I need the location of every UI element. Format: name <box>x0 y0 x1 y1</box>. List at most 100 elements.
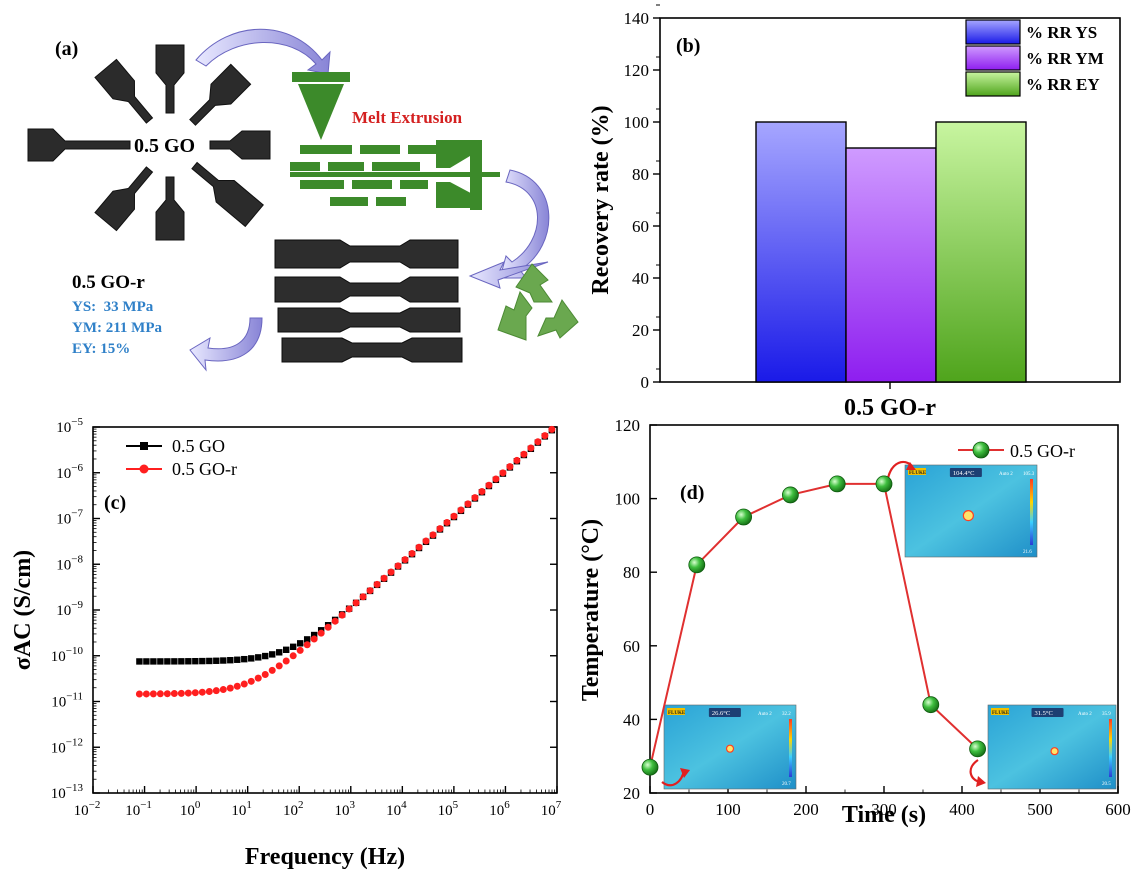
y-tick-label: 10−9 <box>56 599 83 619</box>
point-0-5-go-r <box>282 657 290 665</box>
y-tick-label: 10−6 <box>56 462 83 482</box>
point-0-5-go <box>150 658 157 665</box>
temp-readout: 26.6°C <box>712 710 730 717</box>
scale-max: 32.2 <box>782 712 791 717</box>
camera-mode: Auto 2 <box>1078 712 1092 717</box>
point-0-5-go-r <box>541 432 549 440</box>
color-scale <box>789 719 792 777</box>
arrowhead-icon <box>976 776 986 787</box>
temp-readout: 104.4°C <box>953 470 975 477</box>
legend-marker <box>140 442 148 450</box>
panel-a-schematic: (a) 0.5 GO <box>27 28 579 372</box>
hot-spot <box>1050 747 1059 756</box>
data-point <box>688 556 706 574</box>
curved-arrow-icon <box>195 28 331 75</box>
point-0-5-go <box>269 651 276 658</box>
point-0-5-go <box>276 649 283 656</box>
point-0-5-go-r <box>198 688 206 696</box>
thermal-insets: FLUKE 26.6°C Auto 2 32.2 20.7 FLUKE 104.4°C Aut… <box>661 460 1117 790</box>
point-0-5-go-r <box>359 593 367 601</box>
recycled-strip <box>281 337 463 363</box>
x-tick-label: 200 <box>793 800 819 819</box>
point-0-5-go-r <box>380 574 388 582</box>
point-0-5-go <box>296 640 304 647</box>
y-tick-label: 40 <box>632 269 649 288</box>
x-tick-label: 100 <box>715 800 741 819</box>
y-axis-label: Temperature (°C) <box>578 519 604 701</box>
camera-mode: Auto 2 <box>758 712 772 717</box>
bar-rr-ym <box>845 147 937 383</box>
point-0-5-go <box>213 657 220 664</box>
point-0-5-go-r <box>499 469 507 477</box>
recycled-title: 0.5 GO-r <box>72 272 145 293</box>
temp-readout-box <box>1031 708 1064 717</box>
y-axis: 0 20 40 60 80 100 120 140 <box>624 4 660 392</box>
point-0-5-go <box>199 657 206 665</box>
x-tick-label: 107 <box>541 799 562 819</box>
point-0-5-go-r <box>548 425 556 433</box>
point-0-5-go-r <box>401 556 409 564</box>
recycled-strip <box>274 276 459 303</box>
point-0-5-go-r <box>464 500 472 508</box>
x-tick-label: 106 <box>489 799 510 819</box>
color-scale <box>1030 479 1033 545</box>
prop-ym: YM: 211 MPa <box>72 320 162 336</box>
specimen-star <box>27 44 271 241</box>
thermal-image <box>987 704 1117 790</box>
y-tick-label: 60 <box>632 217 649 236</box>
x-tick-label: 0 <box>646 800 655 819</box>
series <box>641 475 986 776</box>
data-point <box>782 486 799 504</box>
curved-arrow-icon <box>189 317 263 372</box>
specimen-piece <box>27 128 131 162</box>
hot-spot <box>725 744 735 753</box>
recycled-specimens <box>274 239 463 363</box>
y-tick-label: 0 <box>641 373 650 392</box>
y-tick-label: 80 <box>632 165 649 184</box>
legend: % RR YS % RR YM % RR EY <box>965 19 1104 97</box>
point-0-5-go-r <box>156 690 164 698</box>
point-0-5-go-r <box>205 688 213 696</box>
fluke-badge <box>908 468 926 475</box>
point-0-5-go-r <box>247 677 255 685</box>
point-0-5-go-r <box>471 494 479 502</box>
panel-c-label: (c) <box>104 492 126 514</box>
point-0-5-go-r <box>324 623 332 631</box>
point-0-5-go-r <box>219 686 227 694</box>
point-0-5-go-r <box>457 506 465 514</box>
point-0-5-go <box>255 654 262 661</box>
specimen-piece <box>209 130 271 160</box>
scale-min: 21.6 <box>1023 550 1032 555</box>
specimen-piece <box>155 176 185 241</box>
legend: 0.5 GO 0.5 GO-r <box>126 436 237 479</box>
legend: 0.5 GO-r <box>958 441 1075 461</box>
process-label: Melt Extrusion <box>352 108 463 127</box>
curved-arrow-icon <box>499 169 550 279</box>
point-0-5-go-r <box>177 689 185 697</box>
point-0-5-go <box>192 657 199 665</box>
bar-rr-ys <box>755 121 847 383</box>
y-tick-label: 40 <box>623 710 640 729</box>
point-0-5-go-r <box>317 629 325 637</box>
y-tick-label: 100 <box>624 113 650 132</box>
specimen-piece <box>189 63 252 126</box>
legend-swatch <box>965 19 1021 45</box>
point-0-5-go-r <box>191 689 199 697</box>
fluke-brand: FLUKE <box>668 711 686 716</box>
extruder-icon <box>290 72 500 210</box>
data-point <box>641 758 659 776</box>
x-tick-label: 400 <box>949 800 975 819</box>
point-0-5-go <box>248 655 255 662</box>
panel-c-scatter-chart: 10−2 10−1 100 101 102 103 104 105 106 107 10−13 10−… <box>10 416 562 870</box>
point-0-5-go <box>164 658 171 665</box>
y-tick-label: 120 <box>624 61 650 80</box>
recycle-icon <box>497 263 579 341</box>
panel-b-bar-chart: 0 20 40 60 80 100 120 140 (b) Recovery rate (%)… <box>588 4 1121 421</box>
y-tick-label: 10−11 <box>51 691 83 711</box>
x-tick-label: 101 <box>231 799 252 819</box>
point-0-5-go-r <box>366 587 374 595</box>
fluke-brand: FLUKE <box>909 471 927 476</box>
point-0-5-go-r <box>422 537 430 545</box>
point-0-5-go-r <box>429 531 437 539</box>
